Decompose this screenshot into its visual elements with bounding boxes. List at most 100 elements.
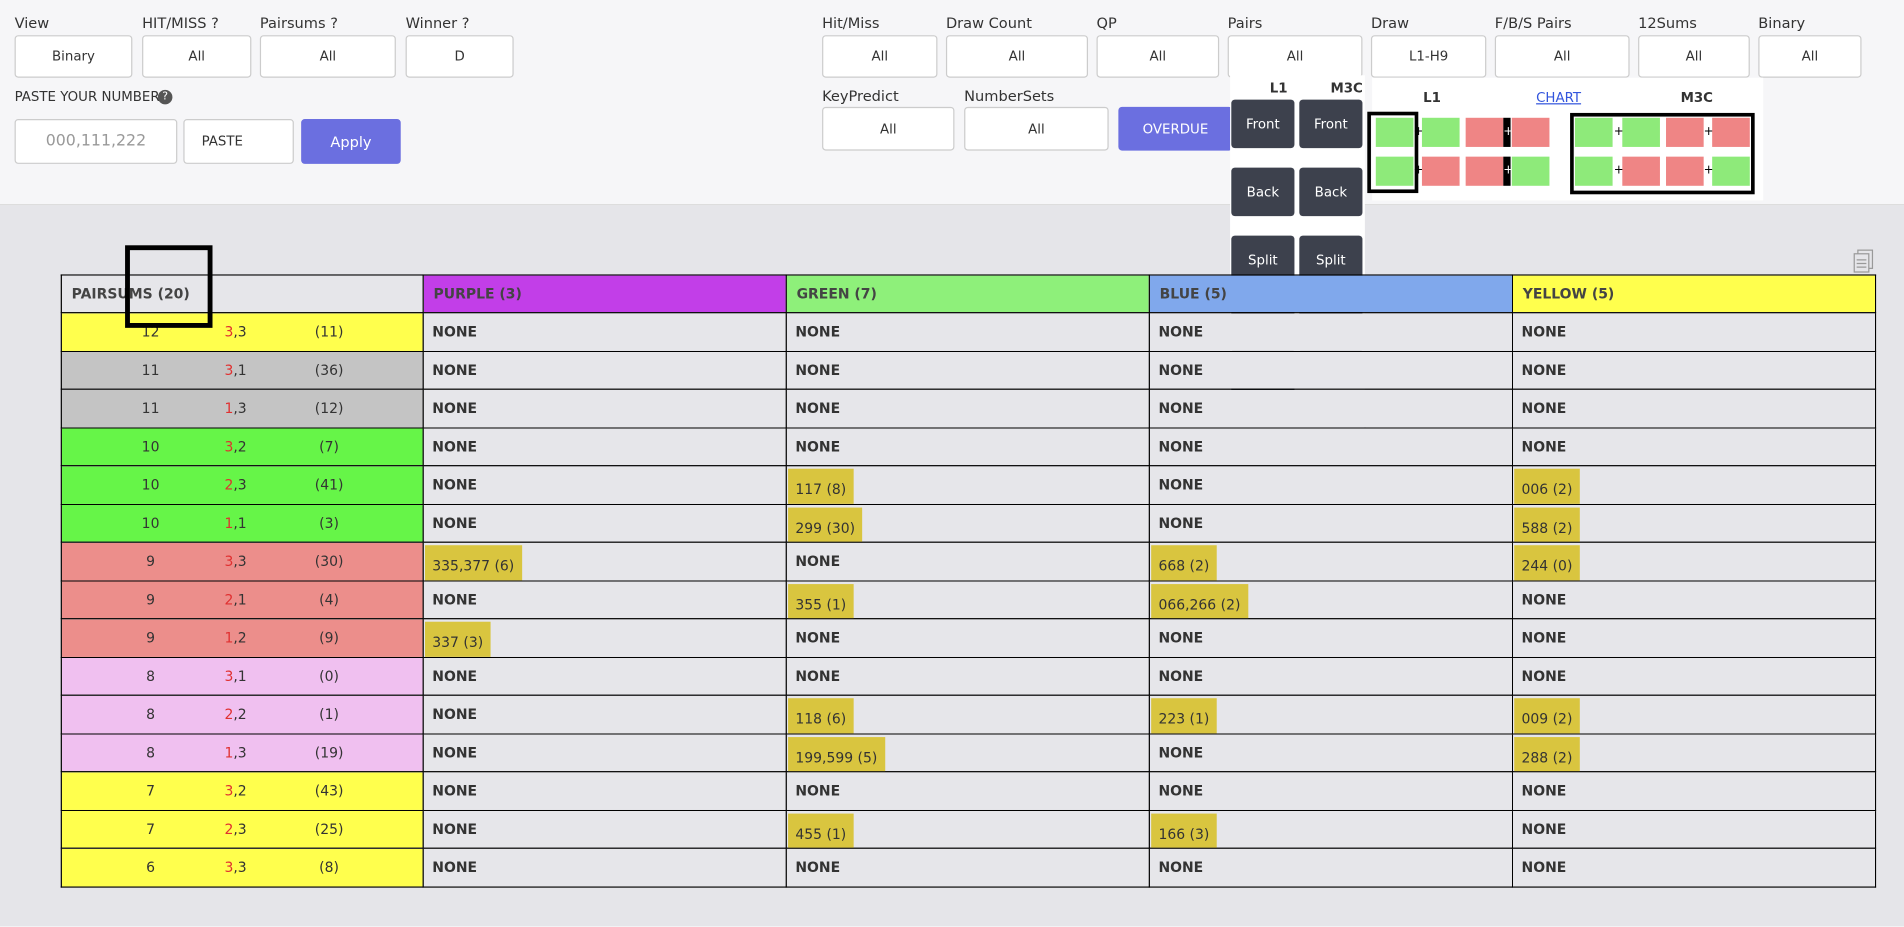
table-row: 6 3,3 (8) NONE NONE NONE NONE	[60, 847, 1877, 888]
color-cell: NONE	[1511, 579, 1877, 620]
pairsum-cell: 7 2,3 (25)	[60, 809, 424, 849]
color-cell: NONE	[1511, 656, 1877, 696]
color-cell: 118 (6)	[785, 694, 1150, 735]
pair-rest: ,3	[233, 323, 247, 341]
cell-value: NONE	[1521, 782, 1567, 800]
number-input[interactable]: 000,111,222	[14, 119, 178, 164]
column-header: BLUE (5)	[1148, 274, 1514, 314]
filter-label: 12Sums	[1638, 14, 1697, 32]
plus-sign: +	[1503, 156, 1513, 186]
filter-select[interactable]: All	[1638, 35, 1750, 78]
filter-label: Draw Count	[945, 14, 1032, 32]
filter-select[interactable]: All	[1096, 35, 1220, 78]
color-cell: NONE	[1511, 809, 1877, 849]
color-cell: NONE	[422, 809, 787, 849]
filter-select[interactable]: All	[822, 35, 938, 78]
filter-select[interactable]: All	[964, 106, 1109, 151]
table-row: 8 1,3 (19) NONE 199,599 (5) NONE 288 (2)	[60, 732, 1877, 773]
pair-rest: ,1	[233, 667, 247, 685]
table-row: 7 3,2 (43) NONE NONE NONE NONE	[60, 771, 1877, 811]
color-cell: NONE	[1511, 312, 1877, 352]
cell-value: 117 (8)	[788, 468, 854, 503]
color-cell: NONE	[785, 426, 1150, 467]
cell-value: 244 (0)	[1514, 545, 1580, 580]
pair: 1,3	[224, 390, 246, 426]
pair-lead: 2	[224, 820, 234, 838]
color-cell: 166 (3)	[1148, 809, 1514, 849]
pair-lead: 1	[224, 629, 234, 647]
filter-label: F/B/S Pairs	[1494, 14, 1572, 32]
dropdown-button[interactable]: Back	[1299, 167, 1363, 217]
pair: 3,2	[224, 773, 247, 809]
help-icon[interactable]: ?	[157, 89, 173, 105]
filter-label: Draw	[1370, 14, 1410, 32]
color-cell: 009 (2)	[1511, 694, 1877, 735]
paste-label: PASTE YOUR NUMBERS	[14, 88, 169, 105]
filter-select[interactable]: All	[259, 35, 396, 78]
filter-select[interactable]: All	[1758, 35, 1862, 78]
filter-select[interactable]: L1-H9	[1370, 35, 1487, 78]
column-header: YELLOW (5)	[1511, 274, 1877, 314]
pairsum: 8	[146, 705, 156, 723]
filter-select[interactable]: D	[405, 35, 514, 78]
filter-select[interactable]: All	[1494, 35, 1630, 78]
plus-sign: +	[1413, 163, 1424, 178]
apply-button[interactable]: Apply	[301, 119, 401, 164]
filter-select[interactable]: All	[945, 35, 1089, 78]
cell-value: NONE	[432, 667, 478, 685]
color-cell: NONE	[785, 618, 1150, 658]
cell-value: NONE	[1521, 629, 1567, 647]
color-cell: 117 (8)	[785, 465, 1150, 505]
pair: 1,1	[224, 505, 246, 541]
chart-tile	[1622, 117, 1660, 147]
filter-label: NumberSets	[964, 87, 1055, 105]
color-cell: 066,266 (2)	[1148, 579, 1514, 620]
color-cell: NONE	[785, 312, 1150, 352]
color-cell: NONE	[1511, 618, 1877, 658]
copy-icon[interactable]	[1853, 249, 1875, 273]
pair-rest: ,2	[233, 705, 247, 723]
pairsum-cell: 11 3,1 (36)	[60, 350, 424, 390]
pair-count: (12)	[314, 399, 344, 417]
pairsum-cell: 6 3,3 (8)	[60, 847, 424, 888]
filter-select[interactable]: All	[142, 35, 252, 78]
pairsum-cell: 10 2,3 (41)	[60, 465, 424, 505]
pair-rest: ,2	[233, 782, 247, 800]
pairsum: 10	[141, 514, 160, 532]
chart-tile	[1421, 156, 1460, 186]
filter-select[interactable]: Binary	[14, 35, 133, 78]
dropdown-button[interactable]: Front	[1299, 99, 1363, 149]
pair: 3,3	[224, 849, 246, 885]
table-row: 8 2,2 (1) NONE 118 (6) 223 (1) 009 (2)	[60, 694, 1877, 735]
paste-input[interactable]: PASTE	[183, 119, 294, 164]
pair-rest: ,3	[233, 820, 247, 838]
cell-value: NONE	[1158, 514, 1204, 532]
chart-tile	[1465, 156, 1504, 186]
pair: 3,3	[224, 543, 246, 579]
cell-value: NONE	[432, 399, 478, 417]
dropdown-button[interactable]: Front	[1231, 99, 1295, 149]
cell-value: 223 (1)	[1151, 698, 1217, 733]
cell-value: 066,266 (2)	[1151, 583, 1248, 618]
color-cell: NONE	[1511, 847, 1877, 888]
chart-link[interactable]: CHART	[1536, 89, 1582, 106]
color-cell: 455 (1)	[785, 809, 1150, 849]
color-cell: NONE	[422, 388, 787, 429]
pairsum-cell: 10 3,2 (7)	[60, 426, 424, 467]
pair-lead: 1	[224, 514, 234, 532]
cell-value: 199,599 (5)	[788, 736, 885, 771]
filter-label: HIT/MISS ?	[142, 14, 219, 32]
cell-value: NONE	[1158, 438, 1204, 456]
filter-label: QP	[1096, 14, 1117, 32]
filter-label: View	[14, 14, 50, 32]
overdue-button[interactable]: OVERDUE	[1118, 106, 1233, 151]
table-row: 12 3,3 (11) NONE NONE NONE NONE	[60, 312, 1877, 352]
table-row: 9 2,1 (4) NONE 355 (1) 066,266 (2) NONE	[60, 579, 1877, 620]
color-cell: NONE	[1511, 771, 1877, 811]
filter-select[interactable]: All	[1227, 35, 1363, 78]
filter-select[interactable]: All	[822, 106, 955, 151]
table-row: 9 1,2 (9) 337 (3) NONE NONE NONE	[60, 618, 1877, 658]
dropdown-button[interactable]: Back	[1231, 167, 1295, 217]
color-cell: NONE	[1148, 732, 1514, 773]
cell-value: 299 (30)	[788, 506, 863, 541]
